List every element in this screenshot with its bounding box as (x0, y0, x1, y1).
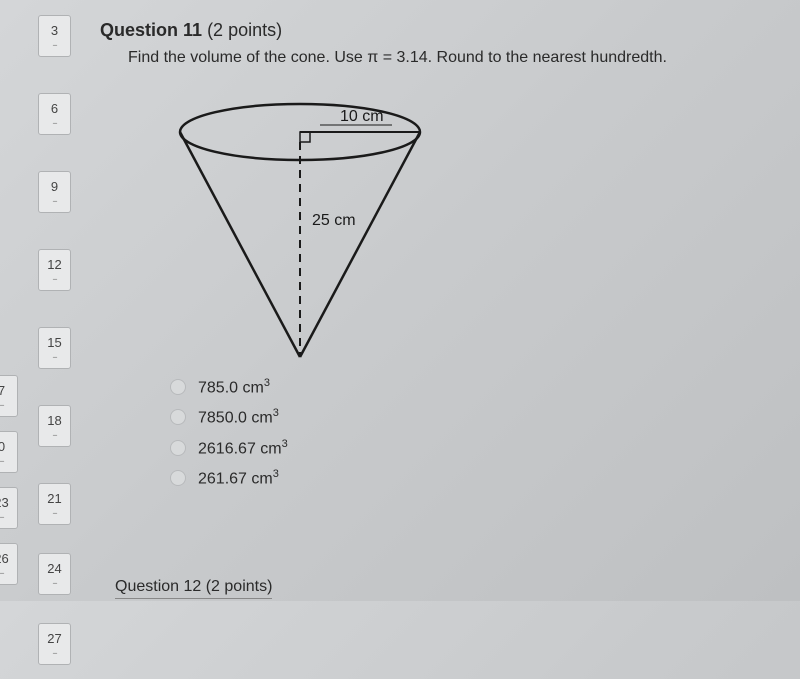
radio-icon[interactable] (170, 409, 186, 425)
question-nav-sidebar: 7-- 0-- 23-- 26-- 3-- 6-- 9-- 12-- 15-- 18-- 21--… (0, 0, 80, 601)
cone-figure: 10 cm 25 cm (160, 97, 440, 367)
nav-item-23[interactable]: 23-- (0, 487, 18, 529)
answer-option-1[interactable]: 7850.0 cm3 (170, 407, 780, 427)
answer-text: 7850.0 cm3 (198, 407, 279, 427)
question-header: Question 11 (2 points) Find the volume o… (100, 20, 780, 67)
question-title: Question 11 (2 points) (100, 20, 780, 41)
radio-icon[interactable] (170, 440, 186, 456)
answer-option-0[interactable]: 785.0 cm3 (170, 377, 780, 397)
next-question-header: Question 12 (2 points) (115, 578, 272, 599)
nav-item-24[interactable]: 24-- (38, 553, 71, 595)
answer-option-2[interactable]: 2616.67 cm3 (170, 438, 780, 458)
nav-item-15[interactable]: 15-- (38, 327, 71, 369)
nav-item-7[interactable]: 7-- (0, 375, 18, 417)
nav-item-3[interactable]: 3-- (38, 15, 71, 57)
nav-item-27[interactable]: 27-- (38, 623, 71, 665)
nav-item-6[interactable]: 6-- (38, 93, 71, 135)
nav-item-12[interactable]: 12-- (38, 249, 71, 291)
nav-item-9[interactable]: 9-- (38, 171, 71, 213)
nav-item-21[interactable]: 21-- (38, 483, 71, 525)
answer-text: 2616.67 cm3 (198, 438, 288, 458)
answer-option-3[interactable]: 261.67 cm3 (170, 468, 780, 488)
radio-icon[interactable] (170, 470, 186, 486)
cone-svg: 10 cm 25 cm (160, 97, 440, 367)
question-content: Question 11 (2 points) Find the volume o… (100, 20, 780, 498)
question-prompt: Find the volume of the cone. Use π = 3.1… (128, 49, 780, 67)
height-label-text: 25 cm (312, 212, 356, 229)
answer-text: 785.0 cm3 (198, 377, 270, 397)
nav-item-26[interactable]: 26-- (0, 543, 18, 585)
nav-item-0[interactable]: 0-- (0, 431, 18, 473)
question-number: Question 11 (100, 20, 202, 40)
nav-item-18[interactable]: 18-- (38, 405, 71, 447)
nav-column-right: 3-- 6-- 9-- 12-- 15-- 18-- 21-- 24-- 27-- (38, 15, 73, 679)
radius-label-text: 10 cm (340, 108, 384, 125)
radio-icon[interactable] (170, 379, 186, 395)
answer-choices: 785.0 cm3 7850.0 cm3 2616.67 cm3 261.67 cm3 (170, 377, 780, 488)
answer-text: 261.67 cm3 (198, 468, 279, 488)
question-points: (2 points) (207, 20, 282, 40)
